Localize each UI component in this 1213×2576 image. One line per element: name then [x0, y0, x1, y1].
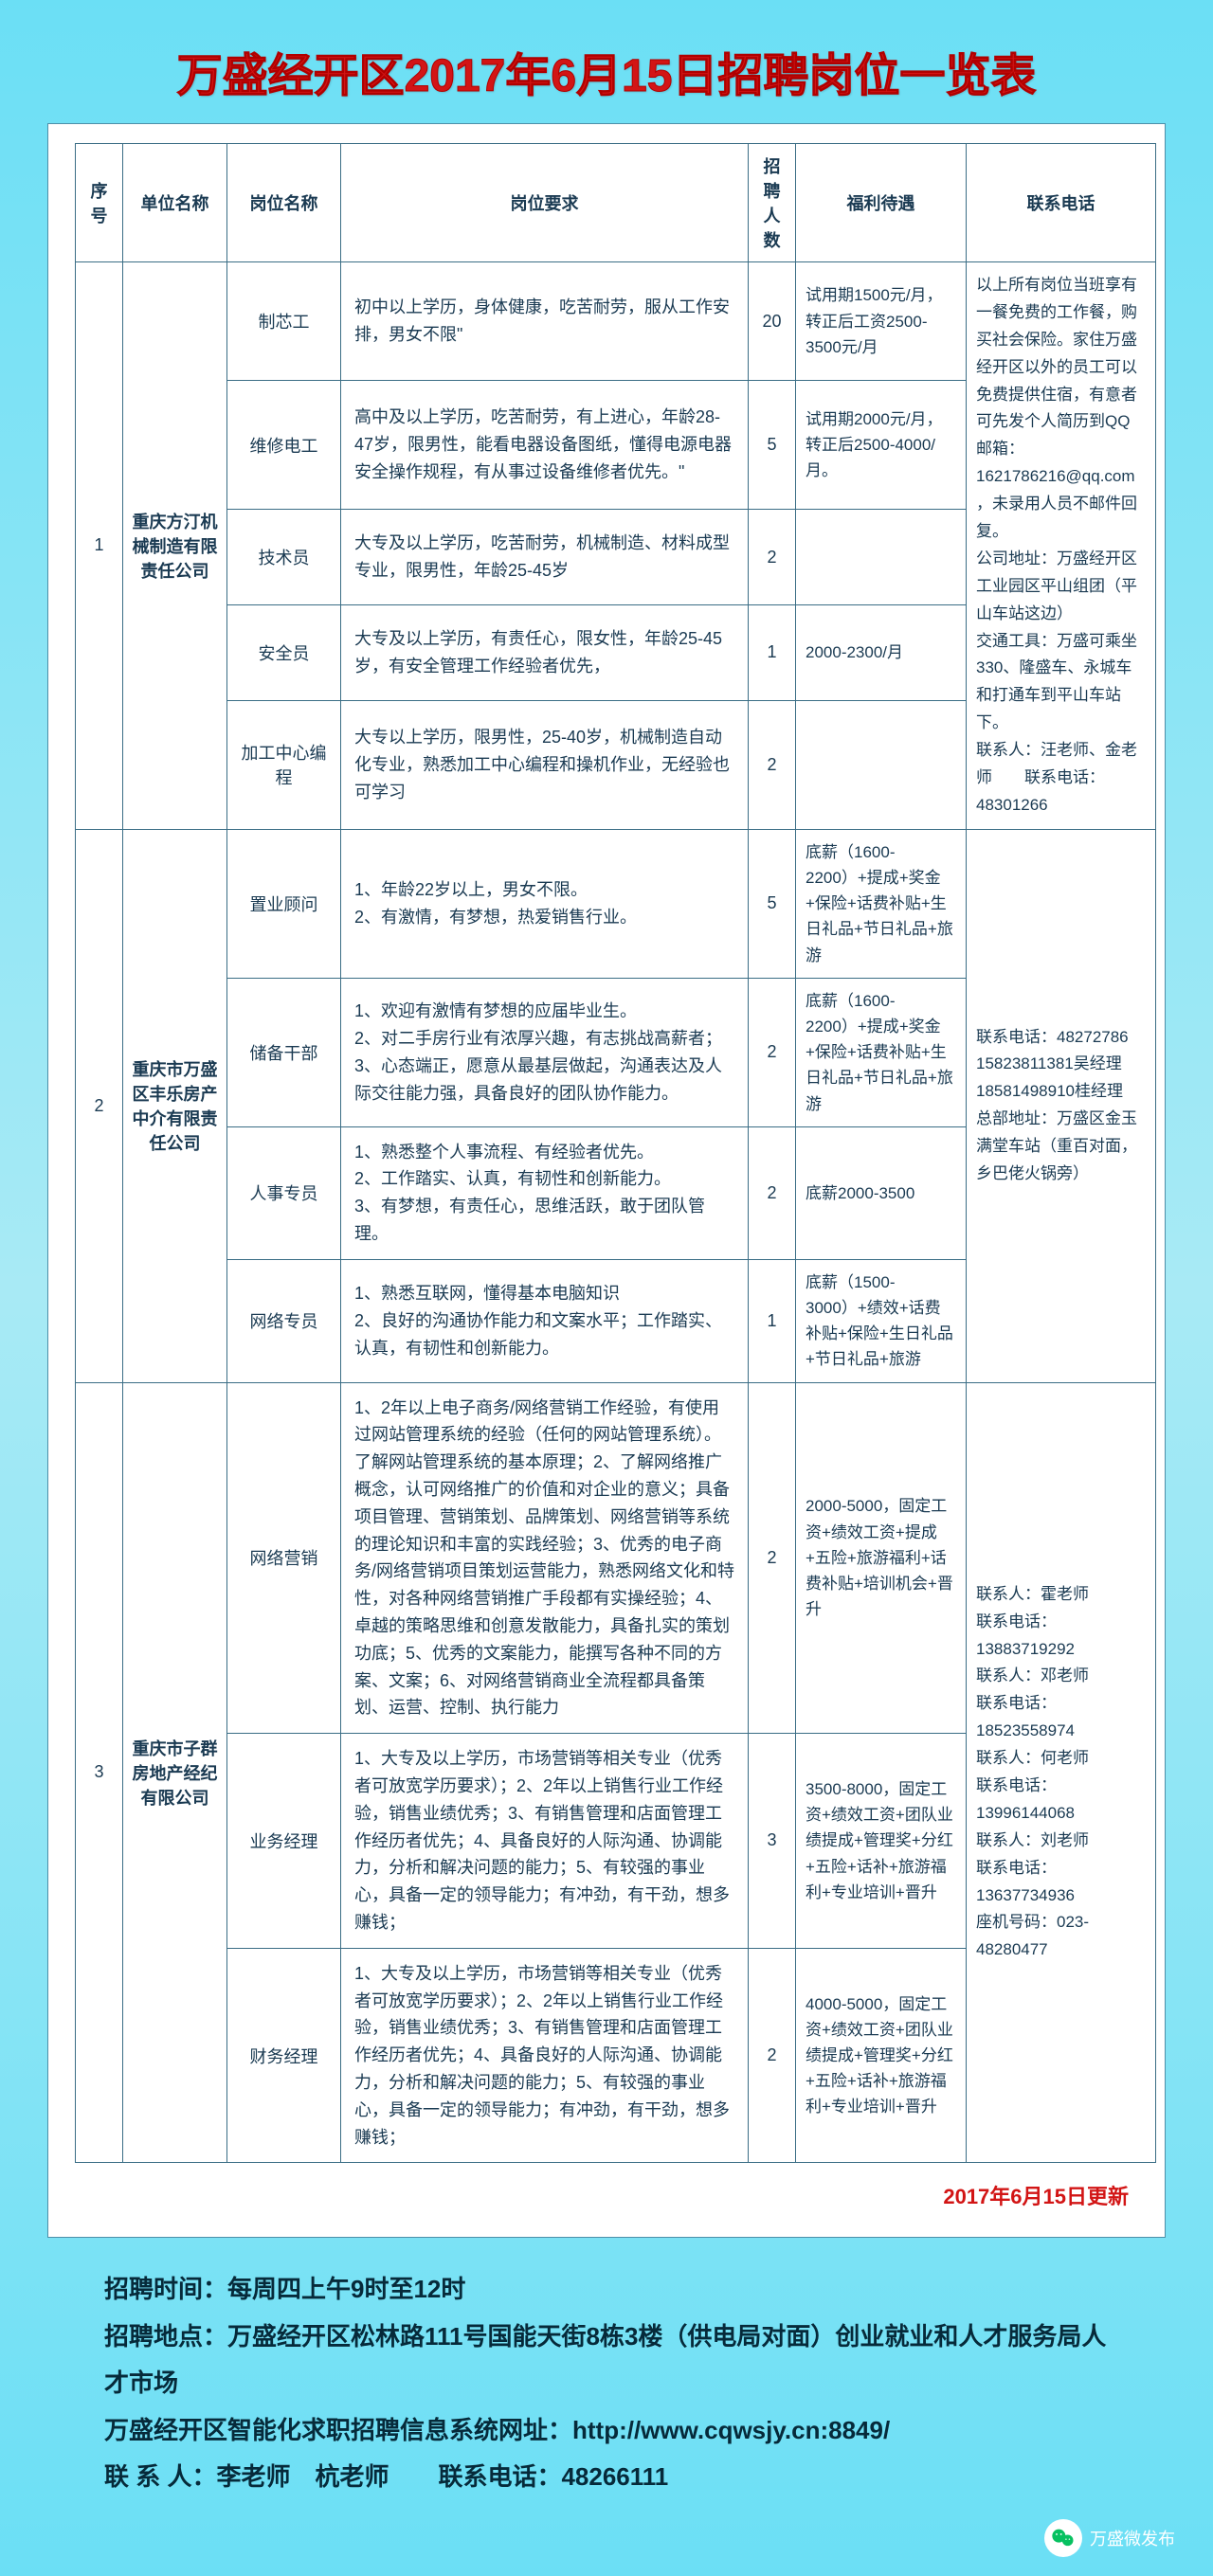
poster: 万盛经开区2017年6月15日招聘岗位一览表 序号 单位名称 岗位名称 岗位要求… — [0, 0, 1213, 2576]
cell-position: 维修电工 — [227, 381, 341, 510]
cell-requirement: 大专及以上学历，有责任心，限女性，年龄25-45岁，有安全管理工作经验者优先， — [341, 604, 749, 700]
wechat-badge: 万盛微发布 — [1044, 2519, 1175, 2557]
cell-company: 重庆方汀机械制造有限责任公司 — [123, 262, 227, 830]
cell-seq: 1 — [76, 262, 123, 830]
cell-benefit: 底薪（1600-2200）+提成+奖金+保险+话费补贴+生日礼品+节日礼品+旅游 — [796, 829, 967, 978]
wechat-label: 万盛微发布 — [1090, 2526, 1175, 2550]
cell-requirement: 大专以上学历，限男性，25-40岁，机械制造自动化专业，熟悉加工中心编程和操机作… — [341, 700, 749, 829]
table-row: 2重庆市万盛区丰乐房产中介有限责任公司置业顾问1、年龄22岁以上，男女不限。2、… — [76, 829, 1156, 978]
cell-benefit — [796, 510, 967, 605]
update-date: 2017年6月15日更新 — [75, 2180, 1138, 2210]
cell-requirement: 1、大专及以上学历，市场营销等相关专业（优秀者可放宽学历要求）；2、2年以上销售… — [341, 1948, 749, 2163]
cell-count: 2 — [749, 510, 796, 605]
footer-info: 招聘时间：每周四上午9时至12时 招聘地点：万盛经开区松林路111号国能天街8栋… — [47, 2266, 1166, 2500]
cell-position: 业务经理 — [227, 1734, 341, 1949]
cell-requirement: 1、熟悉互联网，懂得基本电脑知识2、良好的沟通协作能力和文案水平；工作踏实、认真… — [341, 1259, 749, 1382]
white-panel: 序号 单位名称 岗位名称 岗位要求 招聘人数 福利待遇 联系电话 1重庆方汀机械… — [47, 123, 1166, 2238]
cell-seq: 2 — [76, 829, 123, 1382]
cell-requirement: 1、2年以上电子商务/网络营销工作经验，有使用过网站管理系统的经验（任何的网站管… — [341, 1382, 749, 1734]
footer-line: 招聘地点：万盛经开区松林路111号国能天街8栋3楼（供电局对面）创业就业和人才服… — [104, 2314, 1109, 2407]
main-title: 万盛经开区2017年6月15日招聘岗位一览表 — [47, 38, 1166, 104]
th-seq: 序号 — [76, 144, 123, 262]
wechat-icon — [1044, 2519, 1082, 2557]
cell-contact: 联系电话：4827278615823811381吴经理18581498910桂经… — [967, 829, 1156, 1382]
th-count: 招聘人数 — [749, 144, 796, 262]
cell-requirement: 初中以上学历，身体健康，吃苦耐劳，服从工作安排，男女不限" — [341, 262, 749, 381]
cell-benefit: 底薪（1500-3000）+绩效+话费补贴+保险+生日礼品+节日礼品+旅游 — [796, 1259, 967, 1382]
cell-position: 网络营销 — [227, 1382, 341, 1734]
cell-count: 2 — [749, 1126, 796, 1259]
cell-company: 重庆市万盛区丰乐房产中介有限责任公司 — [123, 829, 227, 1382]
footer-line: 万盛经开区智能化求职招聘信息系统网址：http://www.cqwsjy.cn:… — [104, 2407, 1109, 2454]
cell-count: 5 — [749, 381, 796, 510]
cell-seq: 3 — [76, 1382, 123, 2163]
cell-position: 财务经理 — [227, 1948, 341, 2163]
cell-count: 1 — [749, 1259, 796, 1382]
cell-benefit: 底薪2000-3500 — [796, 1126, 967, 1259]
cell-requirement: 1、年龄22岁以上，男女不限。2、有激情，有梦想，热爱销售行业。 — [341, 829, 749, 978]
table-row: 1重庆方汀机械制造有限责任公司制芯工初中以上学历，身体健康，吃苦耐劳，服从工作安… — [76, 262, 1156, 381]
cell-position: 加工中心编程 — [227, 700, 341, 829]
th-position: 岗位名称 — [227, 144, 341, 262]
cell-count: 1 — [749, 604, 796, 700]
th-company: 单位名称 — [123, 144, 227, 262]
cell-position: 技术员 — [227, 510, 341, 605]
cell-requirement: 大专及以上学历，吃苦耐劳，机械制造、材料成型专业，限男性，年龄25-45岁 — [341, 510, 749, 605]
job-table: 序号 单位名称 岗位名称 岗位要求 招聘人数 福利待遇 联系电话 1重庆方汀机械… — [75, 143, 1156, 2163]
cell-position: 安全员 — [227, 604, 341, 700]
footer-line: 招聘时间：每周四上午9时至12时 — [104, 2266, 1109, 2313]
cell-benefit: 底薪（1600-2200）+提成+奖金+保险+话费补贴+生日礼品+节日礼品+旅游 — [796, 978, 967, 1126]
cell-count: 2 — [749, 700, 796, 829]
cell-count: 2 — [749, 1382, 796, 1734]
cell-position: 人事专员 — [227, 1126, 341, 1259]
cell-position: 置业顾问 — [227, 829, 341, 978]
cell-count: 3 — [749, 1734, 796, 1949]
cell-contact: 以上所有岗位当班享有一餐免费的工作餐，购买社会保险。家住万盛经开区以外的员工可以… — [967, 262, 1156, 830]
cell-benefit: 2000-5000，固定工资+绩效工资+提成+五险+旅游福利+话费补贴+培训机会… — [796, 1382, 967, 1734]
table-header-row: 序号 单位名称 岗位名称 岗位要求 招聘人数 福利待遇 联系电话 — [76, 144, 1156, 262]
cell-benefit: 试用期1500元/月，转正后工资2500-3500元/月 — [796, 262, 967, 381]
cell-benefit: 试用期2000元/月，转正后2500-4000/月。 — [796, 381, 967, 510]
cell-position: 储备干部 — [227, 978, 341, 1126]
cell-benefit: 2000-2300/月 — [796, 604, 967, 700]
cell-benefit: 3500-8000，固定工资+绩效工资+团队业绩提成+管理奖+分红+五险+话补+… — [796, 1734, 967, 1949]
th-contact: 联系电话 — [967, 144, 1156, 262]
cell-company: 重庆市子群房地产经纪有限公司 — [123, 1382, 227, 2163]
th-benefit: 福利待遇 — [796, 144, 967, 262]
cell-requirement: 1、欢迎有激情有梦想的应届毕业生。2、对二手房行业有浓厚兴趣，有志挑战高薪者；3… — [341, 978, 749, 1126]
cell-count: 2 — [749, 978, 796, 1126]
cell-position: 制芯工 — [227, 262, 341, 381]
cell-contact: 联系人：霍老师联系电话：13883719292联系人：邓老师联系电话：18523… — [967, 1382, 1156, 2163]
table-row: 3重庆市子群房地产经纪有限公司网络营销1、2年以上电子商务/网络营销工作经验，有… — [76, 1382, 1156, 1734]
cell-benefit: 4000-5000，固定工资+绩效工资+团队业绩提成+管理奖+分红+五险+话补+… — [796, 1948, 967, 2163]
cell-benefit — [796, 700, 967, 829]
cell-requirement: 1、熟悉整个人事流程、有经验者优先。2、工作踏实、认真，有韧性和创新能力。3、有… — [341, 1126, 749, 1259]
cell-count: 20 — [749, 262, 796, 381]
cell-requirement: 1、大专及以上学历，市场营销等相关专业（优秀者可放宽学历要求）；2、2年以上销售… — [341, 1734, 749, 1949]
cell-count: 5 — [749, 829, 796, 978]
th-requirement: 岗位要求 — [341, 144, 749, 262]
cell-count: 2 — [749, 1948, 796, 2163]
footer-line: 联 系 人：李老师 杭老师 联系电话：48266111 — [104, 2454, 1109, 2500]
cell-requirement: 高中及以上学历，吃苦耐劳，有上进心，年龄28-47岁，限男性，能看电器设备图纸，… — [341, 381, 749, 510]
cell-position: 网络专员 — [227, 1259, 341, 1382]
